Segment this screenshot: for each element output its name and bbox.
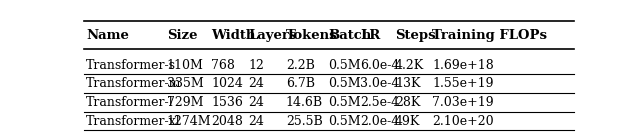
Text: 49K: 49K [395, 115, 420, 128]
Text: 1.55e+19: 1.55e+19 [432, 77, 493, 90]
Text: Transformer-m: Transformer-m [86, 77, 181, 90]
Text: 1274M: 1274M [167, 115, 211, 128]
Text: 0.5M: 0.5M [328, 115, 360, 128]
Text: 14.6B: 14.6B [286, 96, 323, 109]
Text: 0.5M: 0.5M [328, 77, 360, 90]
Text: 24: 24 [249, 115, 264, 128]
Text: 2.10e+20: 2.10e+20 [432, 115, 494, 128]
Text: 28K: 28K [395, 96, 420, 109]
Text: 768: 768 [211, 58, 236, 72]
Text: Size: Size [167, 29, 197, 42]
Text: 2.0e-4: 2.0e-4 [360, 115, 399, 128]
Text: 13K: 13K [395, 77, 420, 90]
Text: 1024: 1024 [211, 77, 243, 90]
Text: 1536: 1536 [211, 96, 243, 109]
Text: 4.2K: 4.2K [395, 58, 424, 72]
Text: Transformer-l: Transformer-l [86, 96, 173, 109]
Text: LR: LR [360, 29, 381, 42]
Text: Steps: Steps [395, 29, 436, 42]
Text: Transformer-xl: Transformer-xl [86, 115, 180, 128]
Text: 7.03e+19: 7.03e+19 [432, 96, 494, 109]
Text: 0.5M: 0.5M [328, 96, 360, 109]
Text: Name: Name [86, 29, 129, 42]
Text: 2.5e-4: 2.5e-4 [360, 96, 399, 109]
Text: 6.7B: 6.7B [286, 77, 315, 90]
Text: 0.5M: 0.5M [328, 58, 360, 72]
Text: Training FLOPs: Training FLOPs [432, 29, 547, 42]
Text: 729M: 729M [167, 96, 204, 109]
Text: 12: 12 [249, 58, 264, 72]
Text: Transformer-s: Transformer-s [86, 58, 176, 72]
Text: 110M: 110M [167, 58, 204, 72]
Text: 2048: 2048 [211, 115, 243, 128]
Text: 1.69e+18: 1.69e+18 [432, 58, 494, 72]
Text: 24: 24 [249, 96, 264, 109]
Text: 2.2B: 2.2B [286, 58, 315, 72]
Text: 25.5B: 25.5B [286, 115, 323, 128]
Text: 3.0e-4: 3.0e-4 [360, 77, 399, 90]
Text: 6.0e-4: 6.0e-4 [360, 58, 399, 72]
Text: Width: Width [211, 29, 256, 42]
Text: Batch: Batch [328, 29, 371, 42]
Text: Tokens: Tokens [286, 29, 337, 42]
Text: Layers: Layers [249, 29, 297, 42]
Text: 24: 24 [249, 77, 264, 90]
Text: 335M: 335M [167, 77, 204, 90]
